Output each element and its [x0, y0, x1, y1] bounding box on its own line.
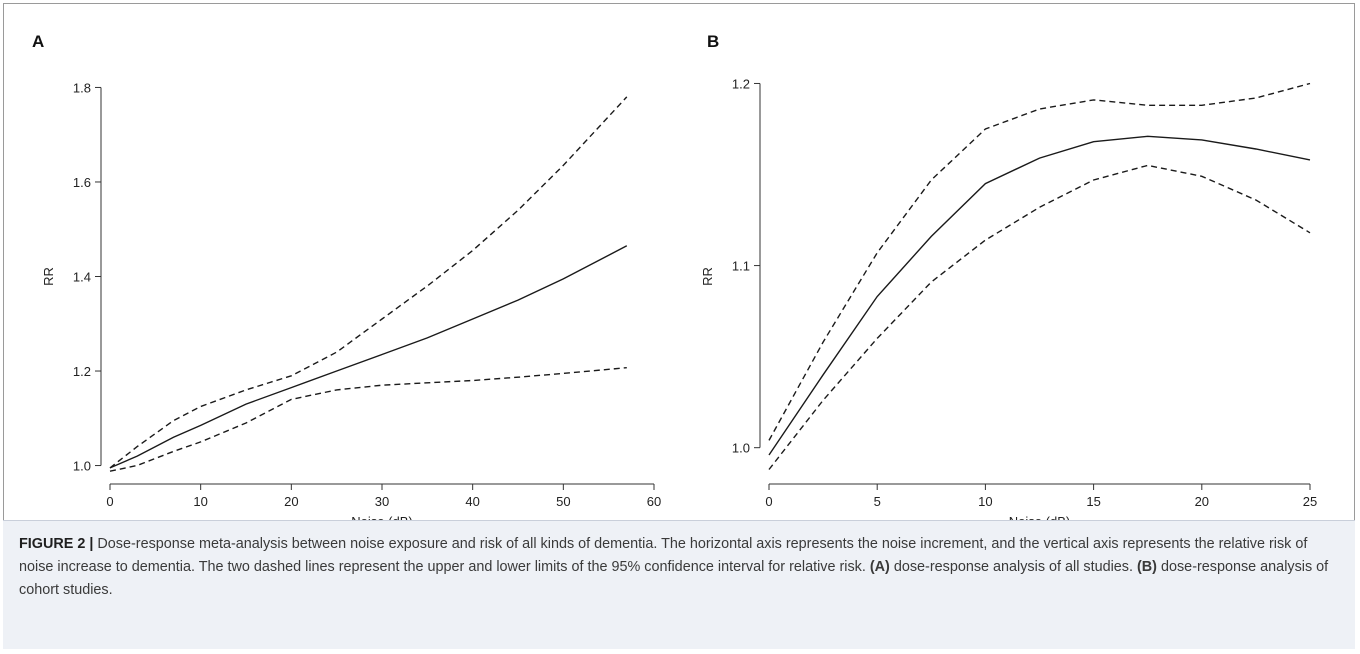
- y-tick-label: 1.1: [732, 259, 750, 274]
- caption-box: FIGURE 2 | Dose-response meta-analysis b…: [3, 520, 1355, 649]
- chart-panel-b: 0 5 10 15 20 25 1.0 1.1 1.2 Noise (dB) RR: [700, 76, 1317, 520]
- x-tick-label: 10: [978, 494, 992, 509]
- x-tick-label: 0: [765, 494, 772, 509]
- x-tick-label: 40: [465, 494, 479, 509]
- x-tick-label: 15: [1086, 494, 1100, 509]
- caption-label-a: (A): [869, 559, 890, 575]
- caption-text-2: dose-response analysis of all studies.: [889, 559, 1137, 575]
- x-tick-label: 5: [874, 494, 881, 509]
- series-line-lower-ci: [768, 164, 1311, 470]
- series-line-upper-ci: [768, 82, 1311, 441]
- x-tick-label: 25: [1303, 494, 1317, 509]
- y-axis-title: RR: [700, 267, 715, 286]
- y-tick-label: 1.4: [73, 270, 91, 285]
- x-axis-title: Noise (dB): [1009, 514, 1070, 520]
- panel-b-label: B: [707, 32, 720, 51]
- panel-a-label: A: [32, 32, 45, 51]
- y-tick-label: 1.6: [73, 175, 91, 190]
- series-line-estimate: [768, 135, 1311, 456]
- figure-caption: FIGURE 2 | Dose-response meta-analysis b…: [19, 533, 1339, 602]
- y-tick-label: 1.8: [73, 80, 91, 95]
- x-tick-label: 60: [647, 494, 661, 509]
- x-tick-label: 30: [375, 494, 389, 509]
- x-tick-label: 10: [193, 494, 207, 509]
- caption-label-b: (B): [1137, 559, 1157, 575]
- chart-panel-a: 0 10 20 30 40 50 60 1.0 1.2 1.4 1.6 1.8 Noise (dB) RR: [41, 80, 661, 520]
- x-tick-label: 20: [284, 494, 298, 509]
- caption-text-3: dose-response analysis of cohort studies…: [19, 559, 1329, 598]
- y-tick-label: 1.0: [73, 459, 91, 474]
- x-tick-label: 50: [556, 494, 570, 509]
- series-line-lower-ci: [109, 367, 627, 472]
- series-line-estimate: [109, 245, 628, 469]
- x-tick-label: 20: [1195, 494, 1209, 509]
- caption-text-1: Dose-response meta-analysis between nois…: [19, 536, 1308, 575]
- x-tick-label: 0: [106, 494, 113, 509]
- y-axis-title: RR: [41, 267, 56, 286]
- x-axis-title: Noise (dB): [351, 514, 412, 520]
- y-tick-label: 1.2: [73, 364, 91, 379]
- y-tick-label: 1.0: [732, 441, 750, 456]
- caption-figure-label: FIGURE 2 |: [19, 536, 94, 552]
- y-tick-label: 1.2: [732, 76, 750, 91]
